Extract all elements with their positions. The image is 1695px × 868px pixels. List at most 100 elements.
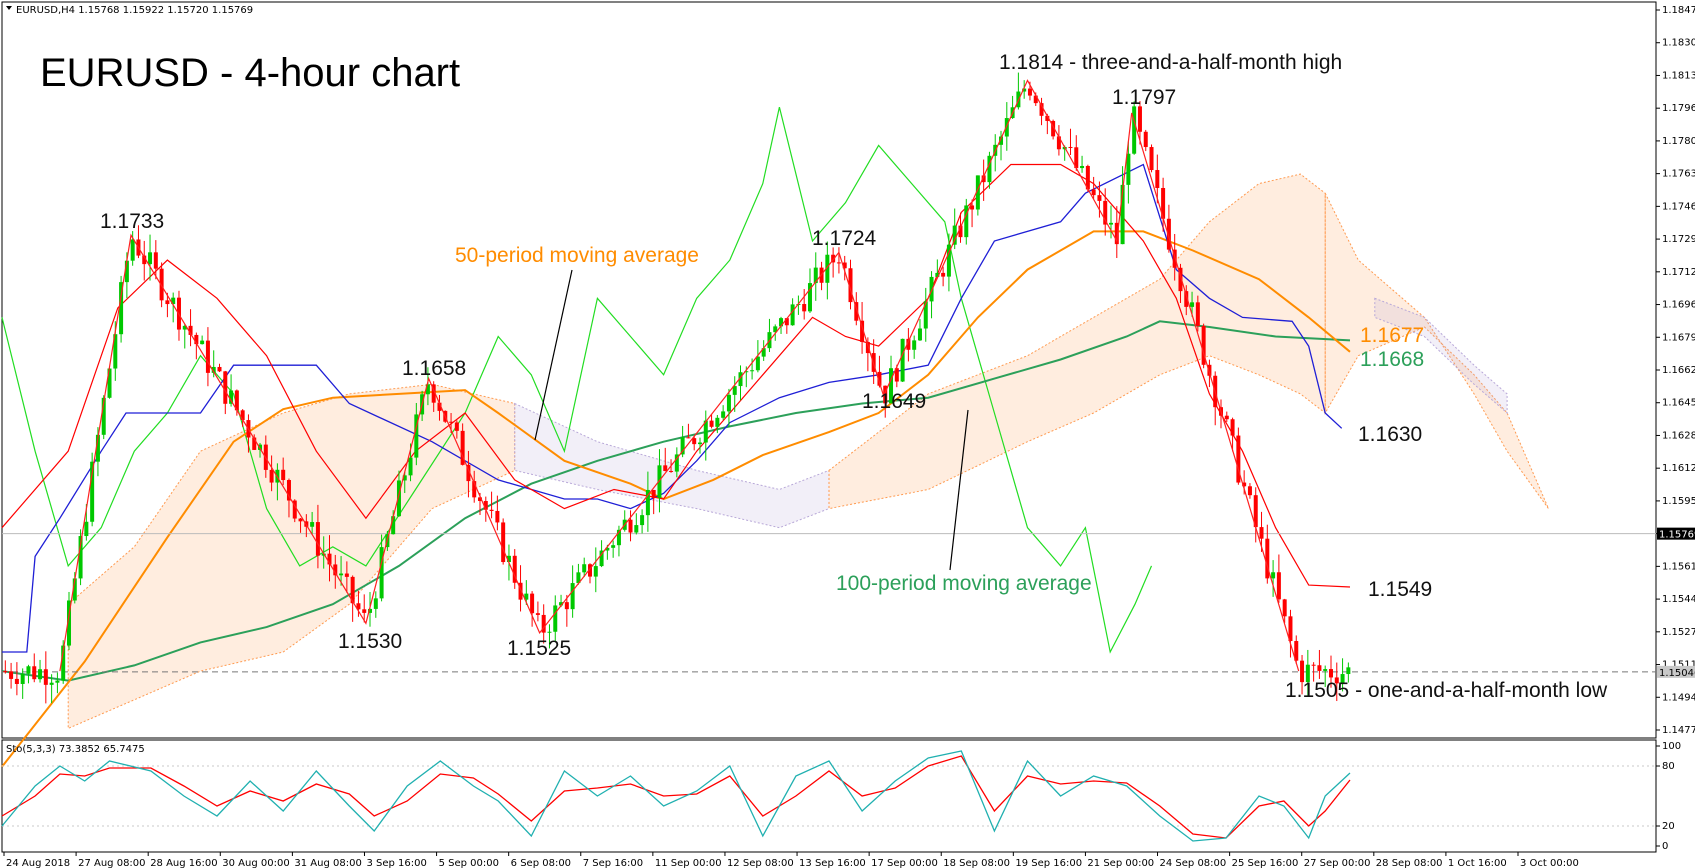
candle-body xyxy=(970,205,975,210)
candle-body xyxy=(813,267,818,284)
time-tick-label: 25 Sep 16:00 xyxy=(1232,858,1299,868)
candle-body xyxy=(535,613,540,615)
candle-body xyxy=(501,522,506,563)
candle-body xyxy=(1207,364,1212,376)
candle-body xyxy=(697,442,702,445)
candle-body xyxy=(1236,435,1241,483)
label-low-1: 1.1530 xyxy=(338,630,402,653)
candle-body xyxy=(860,320,865,342)
candle-body xyxy=(391,516,396,535)
price-tick-label: 1.15445 xyxy=(1662,594,1695,605)
candle-body xyxy=(356,603,361,610)
candle-body xyxy=(66,600,71,646)
candle-body xyxy=(750,370,755,372)
ma50-line xyxy=(1,230,1351,768)
candle-body xyxy=(1033,95,1038,104)
candle-body xyxy=(425,384,430,395)
candle-body xyxy=(917,328,922,341)
kijun-line xyxy=(2,163,1343,653)
candle-body xyxy=(1091,189,1096,196)
candle-body xyxy=(547,631,552,633)
candle-body xyxy=(449,421,454,423)
candle-body xyxy=(142,255,147,265)
time-tick-label: 5 Sep 00:00 xyxy=(439,858,499,868)
candle-body xyxy=(1294,641,1299,661)
candle-body xyxy=(119,282,124,335)
candle-body xyxy=(564,602,569,610)
candle-body xyxy=(72,578,77,601)
candle-body xyxy=(894,368,899,382)
candle-body xyxy=(842,262,847,269)
candle-body xyxy=(721,411,726,418)
ma100-label: 100-period moving average xyxy=(836,572,1092,595)
candle-body xyxy=(518,582,523,600)
candle-body xyxy=(1230,419,1235,436)
candle-body xyxy=(1265,538,1270,579)
candle-body xyxy=(373,598,378,609)
candle-body xyxy=(1039,103,1044,116)
candle-body xyxy=(159,268,164,301)
kijun-value-label: 1.1630 xyxy=(1358,423,1422,446)
label-high-1: 1.1733 xyxy=(100,210,164,233)
candle-body xyxy=(669,470,674,472)
candle-body xyxy=(1190,302,1195,307)
candle-body xyxy=(32,666,37,680)
oscillator-frame xyxy=(1,739,1657,853)
candle-body xyxy=(1022,88,1027,92)
candle-body xyxy=(454,422,459,431)
time-tick-label: 19 Sep 16:00 xyxy=(1015,858,1082,868)
candle-body xyxy=(1132,106,1137,154)
candle-body xyxy=(964,205,969,238)
osc-tick-label: 80 xyxy=(1662,761,1675,772)
candle-body xyxy=(315,522,320,556)
cloud-segment-0 xyxy=(67,383,516,730)
cloud-segment-4 xyxy=(1374,297,1508,415)
candle-body xyxy=(935,272,940,277)
candle-body xyxy=(101,397,106,435)
price-tick-label: 1.16620 xyxy=(1662,365,1695,376)
candle-body xyxy=(1311,664,1316,666)
candle-body xyxy=(802,304,807,312)
candle-body xyxy=(200,340,205,345)
candle-body xyxy=(663,465,668,471)
label-high-5: 1.1797 xyxy=(1112,86,1176,109)
candle-body xyxy=(205,340,210,373)
candles xyxy=(3,72,1351,704)
stochastic-oscillator xyxy=(1,750,1656,842)
candle-body xyxy=(674,454,679,472)
candle-body xyxy=(1201,325,1206,365)
candle-body xyxy=(1172,249,1177,268)
candle-body xyxy=(153,252,158,269)
time-tick-label: 27 Sep 00:00 xyxy=(1304,858,1371,868)
candle-body xyxy=(576,572,581,584)
candle-body xyxy=(1085,165,1090,190)
candle-body xyxy=(344,573,349,577)
zigzag-swings xyxy=(59,79,1300,672)
candle-body xyxy=(848,268,853,303)
candle-body xyxy=(599,550,604,567)
candle-body xyxy=(269,469,274,483)
candle-body xyxy=(240,410,245,421)
candle-body xyxy=(987,155,992,183)
time-tick-label: 28 Aug 16:00 xyxy=(150,858,217,868)
candle-body xyxy=(999,136,1004,145)
candle-body xyxy=(1300,660,1305,683)
candle-body xyxy=(408,457,413,476)
candle-body xyxy=(831,254,836,263)
price-tick-label: 1.16960 xyxy=(1662,300,1695,311)
candle-body xyxy=(709,420,714,427)
candle-body xyxy=(1224,415,1229,420)
price-tick-label: 1.16285 xyxy=(1662,430,1695,441)
candle-body xyxy=(1114,222,1119,245)
time-tick-label: 18 Sep 08:00 xyxy=(943,858,1010,868)
candle-body xyxy=(1195,302,1200,326)
candle-body xyxy=(124,260,129,283)
candle-body xyxy=(14,678,19,684)
candle-body xyxy=(49,682,54,685)
candle-body xyxy=(1109,222,1114,225)
price-tick-label: 1.15110 xyxy=(1662,660,1695,671)
candle-body xyxy=(975,175,980,210)
price-tick-label: 1.17295 xyxy=(1662,234,1695,245)
candle-body xyxy=(981,175,986,183)
symbol-dropdown-icon[interactable] xyxy=(6,6,12,10)
